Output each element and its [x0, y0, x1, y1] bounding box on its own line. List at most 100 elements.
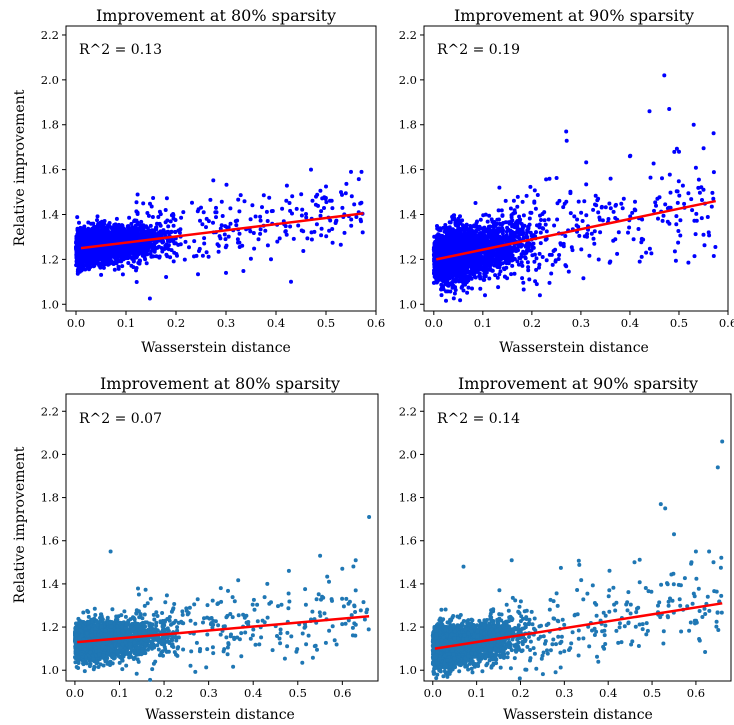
- scatter-point: [442, 229, 447, 234]
- scatter-point: [113, 229, 117, 234]
- scatter-point: [290, 211, 294, 216]
- scatter-point: [294, 206, 299, 211]
- scatter-point: [452, 291, 457, 296]
- x-tick-label: 0.0: [425, 316, 443, 330]
- scatter-point: [478, 217, 483, 222]
- scatter-point: [135, 232, 140, 237]
- scatter-point: [534, 256, 539, 261]
- scatter-point: [236, 240, 240, 245]
- scatter-point: [198, 218, 202, 223]
- scatter-point: [468, 224, 473, 228]
- scatter-point: [333, 221, 338, 225]
- panel-1-plot: 0.0 0.1 0.2 0.3 0.4 0.5 0.61.01.21.41.61.82.02…: [399, 28, 734, 330]
- scatter-point: [163, 243, 168, 248]
- scatter-point: [97, 250, 101, 255]
- scatter-point: [168, 255, 173, 260]
- scatter-point: [182, 257, 187, 262]
- x-tick-label: 0.3: [572, 316, 590, 330]
- scatter-point: [460, 284, 465, 289]
- scatter-point: [95, 218, 99, 223]
- scatter-point: [146, 230, 151, 235]
- x-tick-label: 0.6: [367, 316, 385, 330]
- scatter-point: [94, 260, 99, 265]
- scatter-point: [313, 202, 318, 207]
- panel-3-title: Improvement at 90% sparsity: [458, 374, 698, 393]
- panel-3: Improvement at 90% sparsity R^2 = 0.14 W…: [423, 374, 732, 723]
- scatter-point: [269, 257, 273, 262]
- scatter-point: [77, 263, 82, 268]
- scatter-point: [280, 206, 285, 211]
- scatter-point: [87, 264, 92, 269]
- scatter-point: [263, 228, 268, 233]
- scatter-point: [270, 209, 275, 213]
- scatter-point: [112, 223, 117, 227]
- scatter-point: [309, 237, 314, 242]
- scatter-point: [97, 263, 102, 268]
- scatter-point: [120, 272, 125, 277]
- scatter-point: [146, 245, 151, 250]
- scatter-point: [80, 235, 85, 240]
- scatter-point: [145, 226, 150, 231]
- x-tick-label: 0.3: [217, 316, 235, 330]
- scatter-point: [148, 223, 153, 228]
- scatter-point: [83, 267, 88, 272]
- panel-0-frame: [65, 25, 377, 312]
- scatter-point: [223, 224, 228, 229]
- scatter-point: [119, 256, 124, 260]
- scatter-point: [123, 231, 128, 236]
- scatter-point: [192, 239, 197, 244]
- scatter-point: [200, 253, 205, 258]
- scatter-point: [110, 233, 115, 238]
- scatter-point: [155, 245, 160, 250]
- scatter-point: [206, 254, 211, 259]
- scatter-point: [296, 223, 301, 228]
- scatter-point: [487, 276, 492, 281]
- scatter-point: [510, 263, 515, 268]
- scatter-point: [171, 223, 176, 228]
- scatter-point: [177, 230, 182, 235]
- scatter-point: [166, 229, 171, 234]
- scatter-point: [248, 229, 253, 234]
- scatter-point: [439, 293, 444, 298]
- panel-0-plot: 0.0 0.1 0.2 0.3 0.4 0.5 0.61.01.21.41.61.82.02…: [41, 28, 385, 330]
- scatter-point: [324, 184, 328, 189]
- scatter-point: [157, 222, 162, 226]
- scatter-point: [216, 243, 221, 248]
- scatter-point: [91, 221, 96, 226]
- scatter-point: [135, 222, 140, 227]
- scatter-point: [512, 271, 517, 276]
- x-tick-label: 0.5: [670, 316, 688, 330]
- scatter-point: [211, 178, 216, 183]
- scatter-point: [149, 204, 154, 209]
- scatter-point: [515, 259, 520, 264]
- scatter-point: [523, 255, 528, 260]
- scatter-point: [122, 252, 127, 257]
- scatter-point: [314, 222, 319, 227]
- scatter-point: [99, 272, 104, 277]
- scatter-point: [349, 169, 353, 174]
- plot-layer: 0.0 0.1 0.2 0.3 0.4 0.5 0.61.01.21.41.61.82.02…: [41, 28, 734, 700]
- scatter-point: [164, 275, 169, 279]
- scatter-point: [162, 247, 167, 251]
- scatter-point: [252, 246, 257, 251]
- scatter-point: [106, 262, 111, 267]
- y-tick-label: 2.0: [399, 73, 417, 87]
- panel-2-title: Improvement at 80% sparsity: [100, 374, 340, 393]
- scatter-point: [100, 219, 104, 224]
- scatter-point: [459, 227, 464, 232]
- scatter-point: [318, 188, 323, 193]
- scatter-point: [202, 241, 207, 246]
- y-tick-label: 1.0: [399, 297, 417, 311]
- scatter-point: [359, 169, 364, 174]
- scatter-point: [534, 230, 538, 235]
- scatter-point: [359, 219, 363, 224]
- scatter-point: [242, 199, 247, 204]
- panel-2: Improvement at 80% sparsity R^2 = 0.07 W…: [12, 374, 379, 723]
- scatter-point: [261, 193, 266, 198]
- scatter-point: [489, 217, 494, 222]
- scatter-point: [284, 183, 289, 188]
- scatter-point: [171, 259, 176, 264]
- scatter-point: [310, 198, 315, 203]
- scatter-point: [322, 206, 326, 210]
